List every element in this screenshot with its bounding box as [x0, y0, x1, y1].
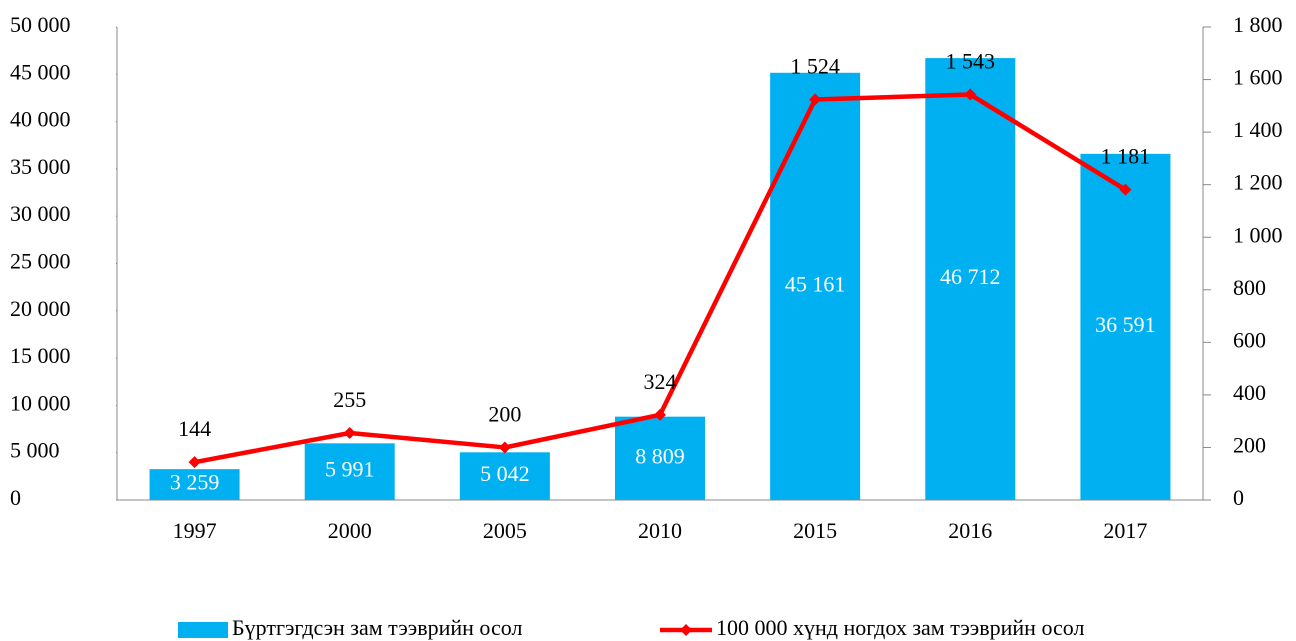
line-marker: [654, 408, 666, 421]
y-tick-label: 10 000: [10, 390, 71, 415]
y-tick-label: 30 000: [10, 201, 71, 226]
x-tick-label: 2010: [638, 518, 682, 543]
y-tick-label: 15 000: [10, 343, 71, 368]
line-marker: [498, 441, 511, 454]
bar-value-label: 46 712: [940, 264, 1001, 289]
x-tick-label: 2016: [948, 518, 992, 543]
line-value-label: 144: [178, 416, 211, 441]
bar: [459, 452, 550, 500]
y2-tick-label: 600: [1233, 327, 1266, 352]
line-value-label: 200: [488, 401, 521, 426]
y-tick-label: 20 000: [10, 296, 71, 321]
bar: [615, 416, 705, 500]
y2-tick-label: 0: [1233, 485, 1244, 510]
bar-value-label: 5 991: [325, 457, 375, 482]
x-tick-label: 1997: [173, 518, 217, 543]
y-tick-label: 5 000: [10, 438, 60, 463]
x-tick-label: 2005: [483, 518, 527, 543]
y2-tick-label: 1 800: [1233, 12, 1283, 37]
legend-swatch: [178, 622, 228, 638]
bar: [770, 72, 861, 500]
y2-tick-label: 1 600: [1233, 65, 1283, 90]
y2-tick-label: 800: [1233, 275, 1266, 300]
legend-label: Бүртгэгдсэн зам тээврийн осол: [232, 615, 522, 640]
y-tick-label: 0: [10, 485, 21, 510]
bar-value-label: 45 161: [785, 271, 846, 296]
y-tick-label: 45 000: [10, 59, 71, 84]
y2-tick-label: 1 200: [1233, 170, 1283, 195]
bar-value-label: 36 591: [1095, 312, 1156, 337]
x-tick-label: 2015: [793, 518, 837, 543]
line-marker: [1119, 183, 1132, 196]
line-value-label: 1 181: [1101, 144, 1151, 169]
line-value-label: 1 524: [790, 54, 840, 79]
y2-tick-label: 200: [1233, 432, 1266, 457]
bar: [304, 443, 395, 500]
y2-tick-label: 1 000: [1233, 222, 1283, 247]
y-tick-label: 40 000: [10, 107, 71, 132]
legend-label: 100 000 хүнд ногдох зам тээврийн осол: [716, 615, 1084, 640]
line-value-label: 1 543: [946, 49, 996, 74]
bar: [1080, 153, 1171, 501]
line-marker: [343, 426, 356, 439]
line-value-label: 324: [644, 369, 677, 394]
bar-value-label: 3 259: [170, 470, 220, 495]
y-tick-label: 50 000: [10, 12, 71, 37]
y-tick-label: 35 000: [10, 154, 71, 179]
x-tick-label: 2000: [328, 518, 372, 543]
y-tick-label: 25 000: [10, 249, 71, 274]
legend-marker: [680, 624, 692, 636]
line-value-label: 255: [333, 387, 366, 412]
bar: [925, 58, 1016, 500]
y2-tick-label: 400: [1233, 380, 1266, 405]
line-marker: [964, 88, 977, 101]
line-marker: [809, 93, 822, 106]
y2-tick-label: 1 400: [1233, 117, 1283, 142]
x-tick-label: 2017: [1103, 518, 1147, 543]
bar-value-label: 5 042: [480, 461, 530, 486]
bar: [149, 469, 240, 500]
bar-value-label: 8 809: [635, 443, 685, 468]
line-marker: [188, 456, 201, 469]
